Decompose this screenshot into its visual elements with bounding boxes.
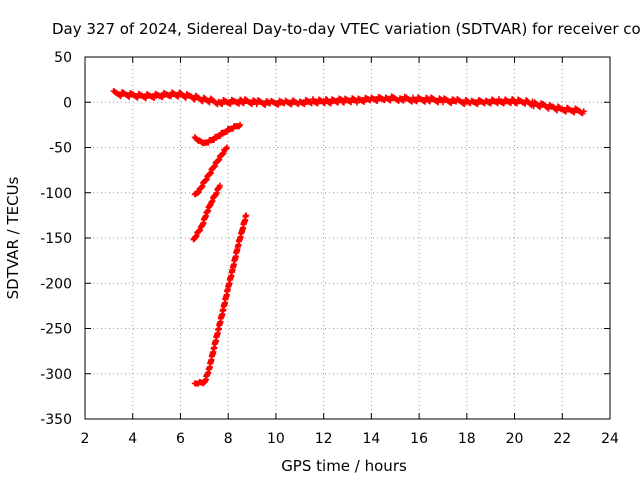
x-tick-label: 2 [81,431,90,447]
data-point [175,93,182,100]
data-point [240,100,247,107]
data-point [571,109,578,116]
x-tick-label: 6 [176,431,185,447]
data-point [399,96,406,103]
data-point [426,98,433,105]
data-point [447,99,454,106]
y-tick-label: -250 [40,322,72,338]
data-point [570,108,577,115]
grid [85,57,610,419]
data-point [433,98,440,105]
data-point [134,94,141,101]
y-tick-label: 0 [63,95,72,111]
y-tick-label: -50 [49,141,72,157]
data-point [216,182,223,189]
x-tick-label: 24 [601,431,619,447]
data-point [474,101,481,108]
data-point [448,100,455,107]
data-point [223,144,230,151]
data-point [288,101,295,108]
data-point [227,100,234,107]
data-point [387,97,394,104]
y-tick-label: -150 [40,231,72,247]
plot-frame [84,56,611,420]
data-point [124,93,131,100]
axis-ticks: 2 4 6 8 10 12 14 16 18 20 22 24500-50-100-150-200-2… [40,50,619,447]
data-point [301,101,308,108]
y-axis-label: SDTVAR / TECUs [4,176,22,299]
data-point [126,93,133,100]
data-point [561,107,568,114]
data-point [460,100,467,107]
data-point [173,92,180,99]
x-axis-label: GPS time / hours [281,457,407,475]
data-point [116,92,123,99]
data-point [237,121,244,128]
data-point [167,93,174,100]
data-point [425,97,432,104]
data-points [110,88,587,387]
data-point [400,97,407,104]
data-point [253,101,260,108]
data-point [247,100,254,107]
chart-title: Day 327 of 2024, Sidereal Day-to-day VTE… [52,20,640,38]
data-point [142,95,149,102]
x-tick-label: 16 [410,431,428,447]
data-point [219,101,226,108]
x-tick-label: 14 [362,431,380,447]
data-point [348,99,355,106]
y-tick-label: 50 [54,50,72,66]
data-point [159,94,166,101]
data-point [340,99,347,106]
data-point [439,99,446,106]
data-point [133,93,140,100]
x-tick-label: 10 [267,431,285,447]
data-point [513,100,520,107]
data-point [354,99,361,106]
data-point [413,98,420,105]
data-point [461,100,468,107]
data-point [580,108,587,115]
data-point [327,100,334,107]
data-point [487,100,494,107]
data-point [117,93,124,100]
x-tick-label: 20 [506,431,524,447]
data-point [374,97,381,104]
x-tick-label: 12 [315,431,333,447]
data-point [361,98,368,105]
x-tick-label: 4 [128,431,137,447]
data-point [314,100,321,107]
data-point [500,100,507,107]
x-tick-label: 22 [553,431,571,447]
data-point [260,101,267,108]
y-tick-label: -300 [40,367,72,383]
x-tick-label: 8 [224,431,233,447]
data-point [239,99,246,106]
data-point [262,101,269,108]
data-point [562,108,569,115]
data-point [275,101,282,108]
y-tick-label: -100 [40,186,72,202]
y-tick-label: -350 [40,412,72,428]
data-point [151,94,158,101]
y-tick-label: -200 [40,276,72,292]
x-tick-label: 18 [458,431,476,447]
data-point [243,212,250,219]
